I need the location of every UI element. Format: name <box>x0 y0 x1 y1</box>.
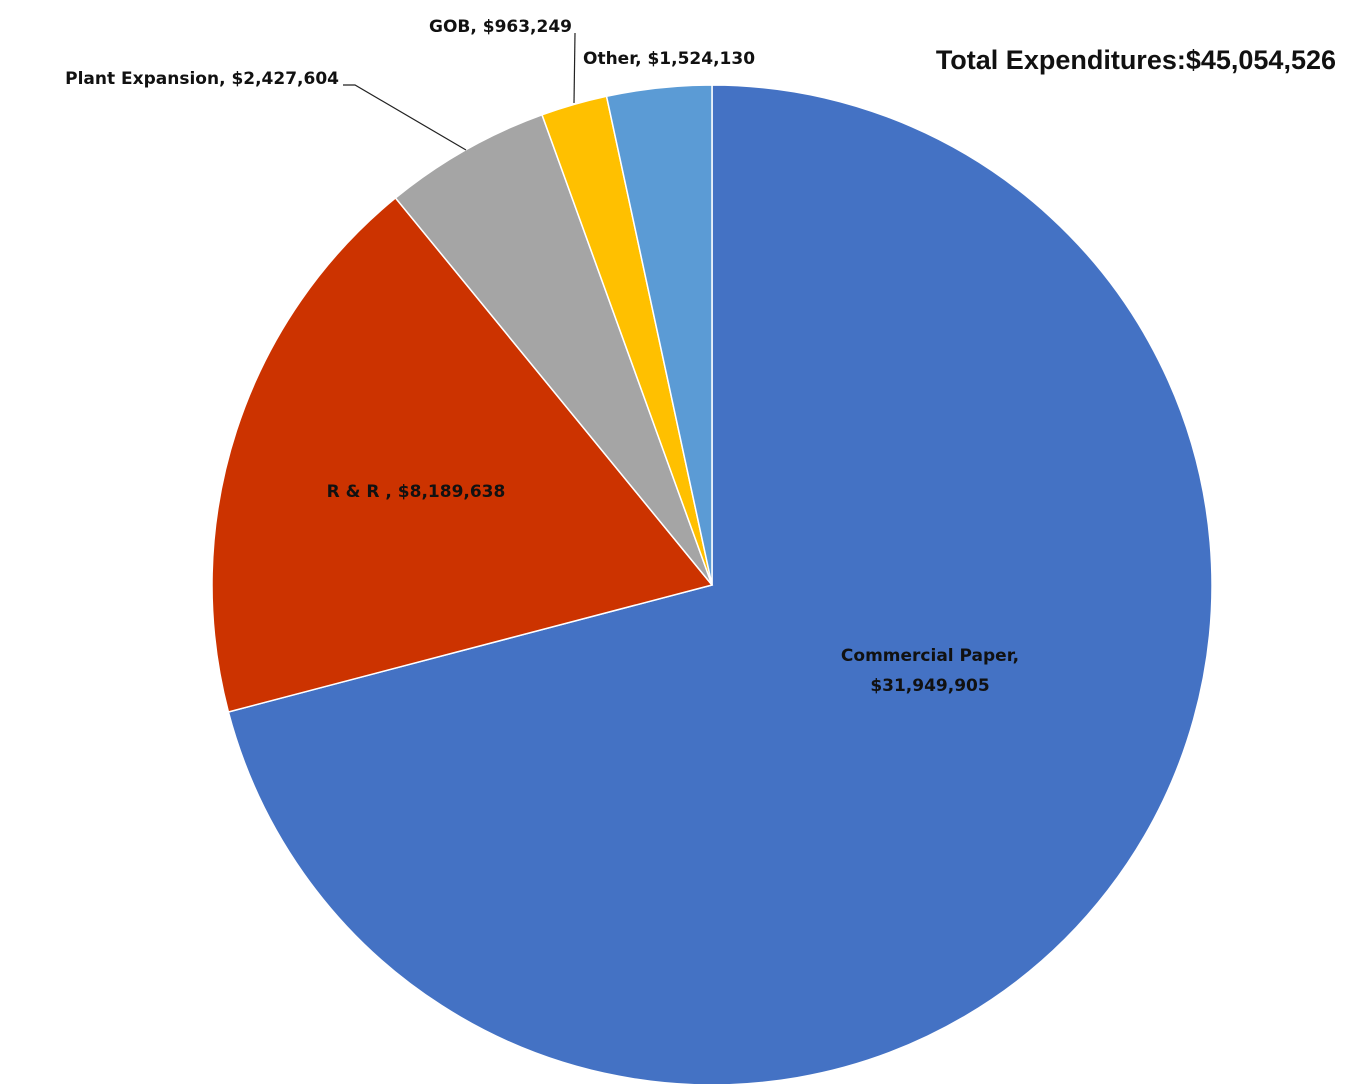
pie-slice-r-r <box>211 196 714 713</box>
slice-label-r-r: R & R , $8,189,638 <box>327 482 506 502</box>
slice-label-line: Other, $1,524,130 <box>583 49 755 69</box>
leader-line-gob <box>573 32 576 104</box>
slice-label-other: Other, $1,524,130 <box>583 49 755 69</box>
slice-label-commercial-paper: Commercial Paper, $31,949,905 <box>841 646 1019 696</box>
pie-slices <box>211 84 1213 1084</box>
slice-label-line: $31,949,905 <box>870 676 989 696</box>
slice-label-line: Commercial Paper, <box>841 646 1019 666</box>
slice-label-gob: GOB, $963,249 <box>429 17 572 37</box>
pie-slice-commercial-paper <box>227 84 1213 1084</box>
slice-label-line: GOB, $963,249 <box>429 17 572 37</box>
leader-line-plant-expansion <box>343 84 467 151</box>
slice-label-line: R & R , $8,189,638 <box>327 482 506 502</box>
slice-labels: Commercial Paper, $31,949,905 R & R , $8,1… <box>65 17 1019 696</box>
chart-title: Total Expenditures:$45,054,526 <box>936 45 1336 75</box>
pie-slice-other <box>605 84 713 586</box>
slice-label-line: Plant Expansion, $2,427,604 <box>65 69 339 89</box>
slice-label-plant-expansion: Plant Expansion, $2,427,604 <box>65 69 339 89</box>
leader-lines <box>343 32 576 151</box>
